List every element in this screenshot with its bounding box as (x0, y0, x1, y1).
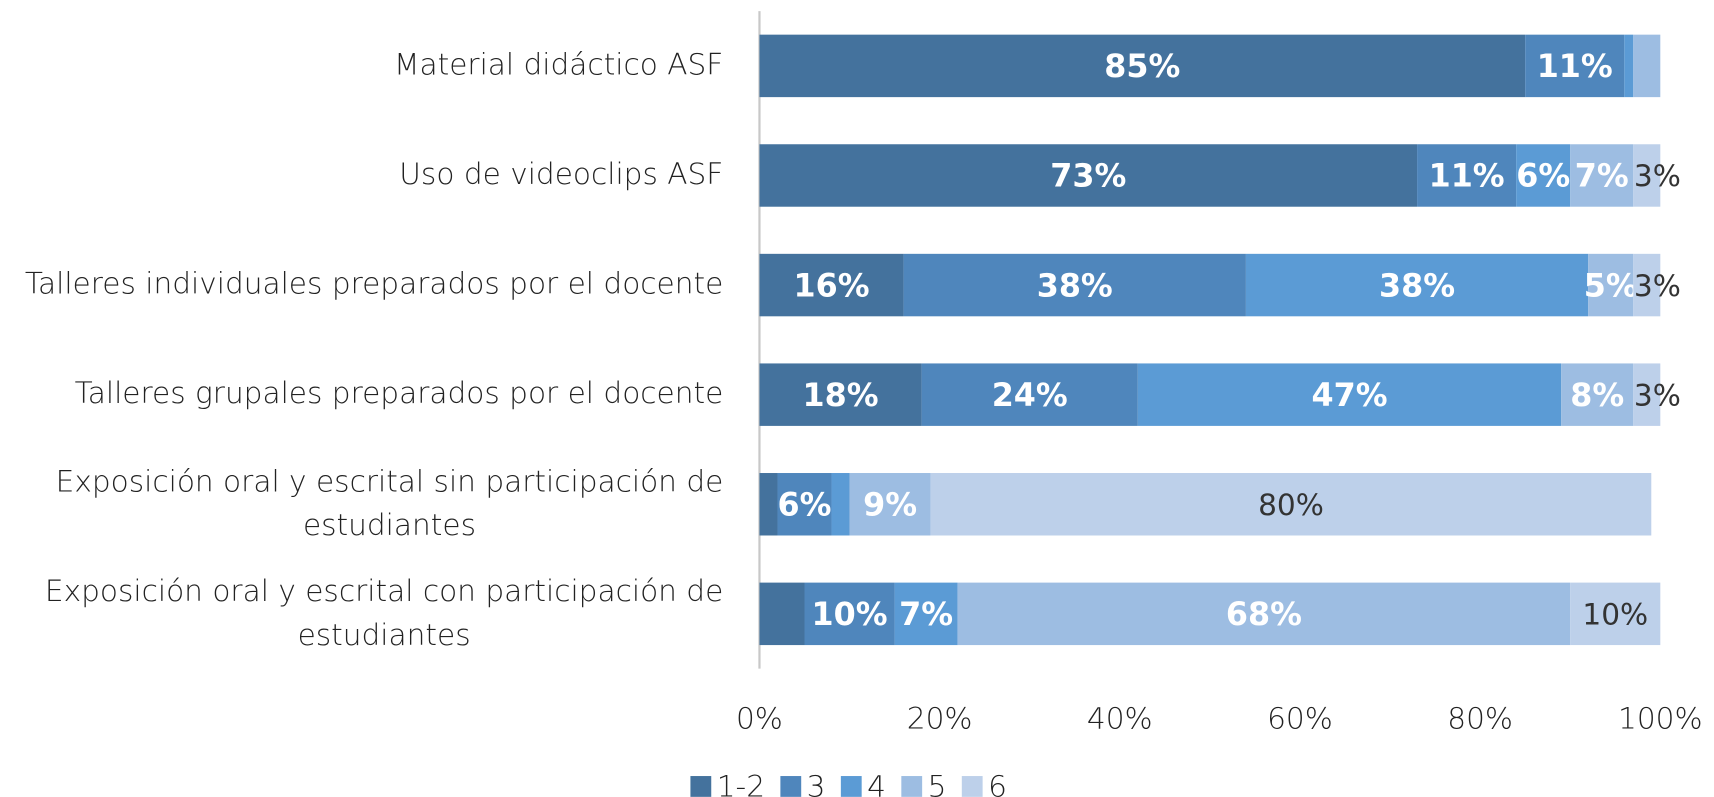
value-label: 24% (992, 378, 1068, 414)
bar-segment (759, 144, 1418, 207)
value-label: 80% (1258, 488, 1324, 522)
value-label: 85% (1104, 49, 1180, 85)
bar-segment (1137, 363, 1562, 426)
bar-segment (1516, 144, 1571, 207)
legend-label: 3 (807, 770, 826, 797)
category-label: Talleres grupales preparados por el doce… (75, 376, 724, 410)
legend-swatch (840, 776, 862, 797)
value-label: 3% (1634, 159, 1681, 193)
legend-swatch (901, 776, 923, 797)
category-label: Exposición oral y escrital sin participa… (56, 464, 724, 542)
value-label: 47% (1311, 378, 1387, 414)
bar-segment (1633, 363, 1661, 426)
value-label: 8% (1570, 378, 1624, 414)
bar-segment (1417, 144, 1517, 207)
bar-segment (1588, 253, 1634, 317)
bar-segment (759, 473, 778, 536)
legend-swatch (780, 776, 802, 797)
bar-segment (759, 363, 922, 426)
bar-segment (1561, 363, 1634, 426)
bar-segment (759, 253, 904, 317)
value-label: 38% (1037, 268, 1113, 304)
bar-segment (957, 582, 1571, 646)
x-tick-label: 40% (1087, 702, 1153, 736)
bar-segment (894, 582, 958, 646)
x-tick-label: 20% (907, 702, 973, 736)
x-tick-label: 80% (1447, 702, 1513, 736)
value-label: 16% (794, 268, 870, 304)
value-label: 5% (1584, 268, 1638, 304)
legend-label: 1-2 (717, 770, 765, 797)
value-label: 38% (1379, 268, 1455, 304)
legend-label: 5 (928, 770, 947, 797)
bar-segment (849, 473, 931, 536)
legend-swatch (961, 776, 983, 797)
bar-segment (1570, 582, 1661, 646)
bar-segment (903, 253, 1246, 317)
value-label: 3% (1634, 378, 1681, 412)
category-label: Uso de videoclips ASF (399, 157, 723, 191)
bar-segment (1570, 144, 1634, 207)
value-label: 7% (1575, 159, 1629, 195)
bar-segment (1245, 253, 1589, 317)
bar-segment (1525, 34, 1625, 98)
category-label: Exposición oral y escrital con participa… (45, 573, 723, 651)
value-label: 18% (803, 378, 879, 414)
x-tick-label: 100% (1618, 702, 1703, 736)
value-label: 9% (863, 487, 917, 523)
value-label: 10% (812, 597, 888, 633)
x-tick-label: 0% (736, 702, 783, 736)
value-label: 73% (1050, 159, 1126, 195)
legend-swatch (690, 776, 712, 797)
value-label: 68% (1226, 597, 1302, 633)
bar-segment (921, 363, 1138, 426)
value-label: 7% (899, 597, 953, 633)
bar-segment (777, 473, 832, 536)
value-label: 6% (778, 487, 832, 523)
bar-segment (1624, 34, 1634, 98)
category-label: Material didáctico ASF (394, 47, 723, 81)
bar-segment (930, 473, 1652, 536)
bar-segment (1633, 253, 1661, 317)
bar-segment (1633, 34, 1661, 98)
value-label: 11% (1537, 49, 1613, 85)
legend-label: 6 (988, 770, 1007, 797)
bar-segment (831, 473, 850, 536)
value-label: 6% (1516, 159, 1570, 195)
value-label: 3% (1634, 269, 1681, 303)
category-label: Talleres individuales preparados por el … (25, 267, 723, 301)
bar-segment (804, 582, 895, 646)
value-label: 11% (1429, 159, 1505, 195)
bar-segment (1633, 144, 1661, 207)
value-label: 10% (1582, 598, 1648, 632)
bar-segment (759, 34, 1526, 98)
bar-segment (759, 582, 805, 646)
x-tick-label: 60% (1267, 702, 1333, 736)
legend-label: 4 (867, 770, 886, 797)
